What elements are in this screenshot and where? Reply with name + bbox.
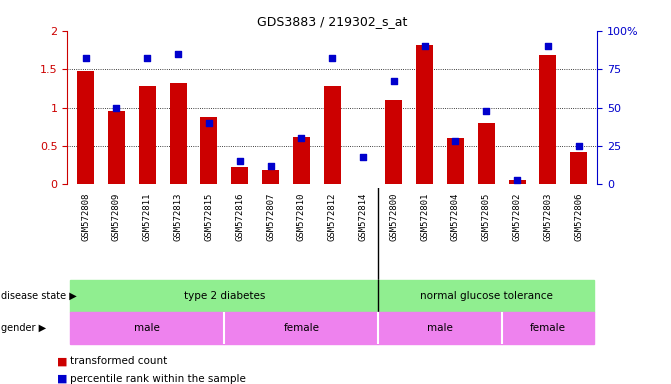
Point: [481, 108, 492, 114]
Text: GSM572804: GSM572804: [451, 193, 460, 241]
Text: GSM572801: GSM572801: [420, 193, 429, 241]
Point: [419, 43, 430, 49]
Title: GDS3883 / 219302_s_at: GDS3883 / 219302_s_at: [257, 15, 407, 28]
Text: GSM572803: GSM572803: [544, 193, 552, 241]
Text: GSM572814: GSM572814: [358, 193, 368, 241]
Text: GSM572813: GSM572813: [174, 193, 183, 241]
Text: GSM572805: GSM572805: [482, 193, 491, 241]
Point: [543, 43, 554, 49]
Text: percentile rank within the sample: percentile rank within the sample: [70, 374, 246, 384]
Point: [389, 78, 399, 84]
Text: GSM572816: GSM572816: [236, 193, 244, 241]
Bar: [170, 83, 187, 184]
Text: female: female: [283, 323, 319, 333]
Text: transformed count: transformed count: [70, 356, 168, 366]
Bar: [447, 138, 464, 184]
Bar: [70, 312, 224, 344]
Bar: [323, 86, 341, 184]
Bar: [509, 180, 525, 184]
Text: GSM572811: GSM572811: [143, 193, 152, 241]
Text: gender ▶: gender ▶: [1, 323, 46, 333]
Bar: [108, 111, 125, 184]
Point: [203, 120, 214, 126]
Bar: [231, 167, 248, 184]
Point: [296, 135, 307, 141]
Bar: [378, 312, 502, 344]
Text: GSM572808: GSM572808: [81, 193, 90, 241]
Point: [265, 163, 276, 169]
Bar: [262, 170, 279, 184]
Point: [573, 143, 584, 149]
Text: ■: ■: [57, 356, 68, 366]
Bar: [539, 55, 556, 184]
Point: [172, 51, 183, 57]
Bar: [416, 45, 433, 184]
Bar: [70, 280, 378, 312]
Bar: [478, 123, 495, 184]
Point: [358, 154, 368, 160]
Point: [234, 158, 245, 164]
Text: GSM572807: GSM572807: [266, 193, 275, 241]
Text: GSM572800: GSM572800: [389, 193, 399, 241]
Text: type 2 diabetes: type 2 diabetes: [184, 291, 265, 301]
Text: disease state ▶: disease state ▶: [1, 291, 77, 301]
Bar: [139, 86, 156, 184]
Text: normal glucose tolerance: normal glucose tolerance: [420, 291, 553, 301]
Point: [450, 138, 461, 144]
Point: [142, 55, 152, 61]
Text: male: male: [427, 323, 453, 333]
Bar: [224, 312, 378, 344]
Text: GSM572809: GSM572809: [112, 193, 121, 241]
Text: ■: ■: [57, 374, 68, 384]
Text: GSM572812: GSM572812: [327, 193, 337, 241]
Text: GSM572806: GSM572806: [574, 193, 583, 241]
Bar: [378, 280, 594, 312]
Text: female: female: [530, 323, 566, 333]
Point: [327, 55, 338, 61]
Bar: [570, 152, 587, 184]
Bar: [502, 312, 594, 344]
Bar: [77, 71, 94, 184]
Point: [81, 55, 91, 61]
Text: male: male: [134, 323, 160, 333]
Text: GSM572810: GSM572810: [297, 193, 306, 241]
Bar: [293, 137, 310, 184]
Text: GSM572815: GSM572815: [205, 193, 213, 241]
Text: GSM572802: GSM572802: [513, 193, 521, 241]
Bar: [201, 117, 217, 184]
Point: [111, 104, 121, 111]
Point: [512, 177, 523, 183]
Bar: [385, 100, 402, 184]
